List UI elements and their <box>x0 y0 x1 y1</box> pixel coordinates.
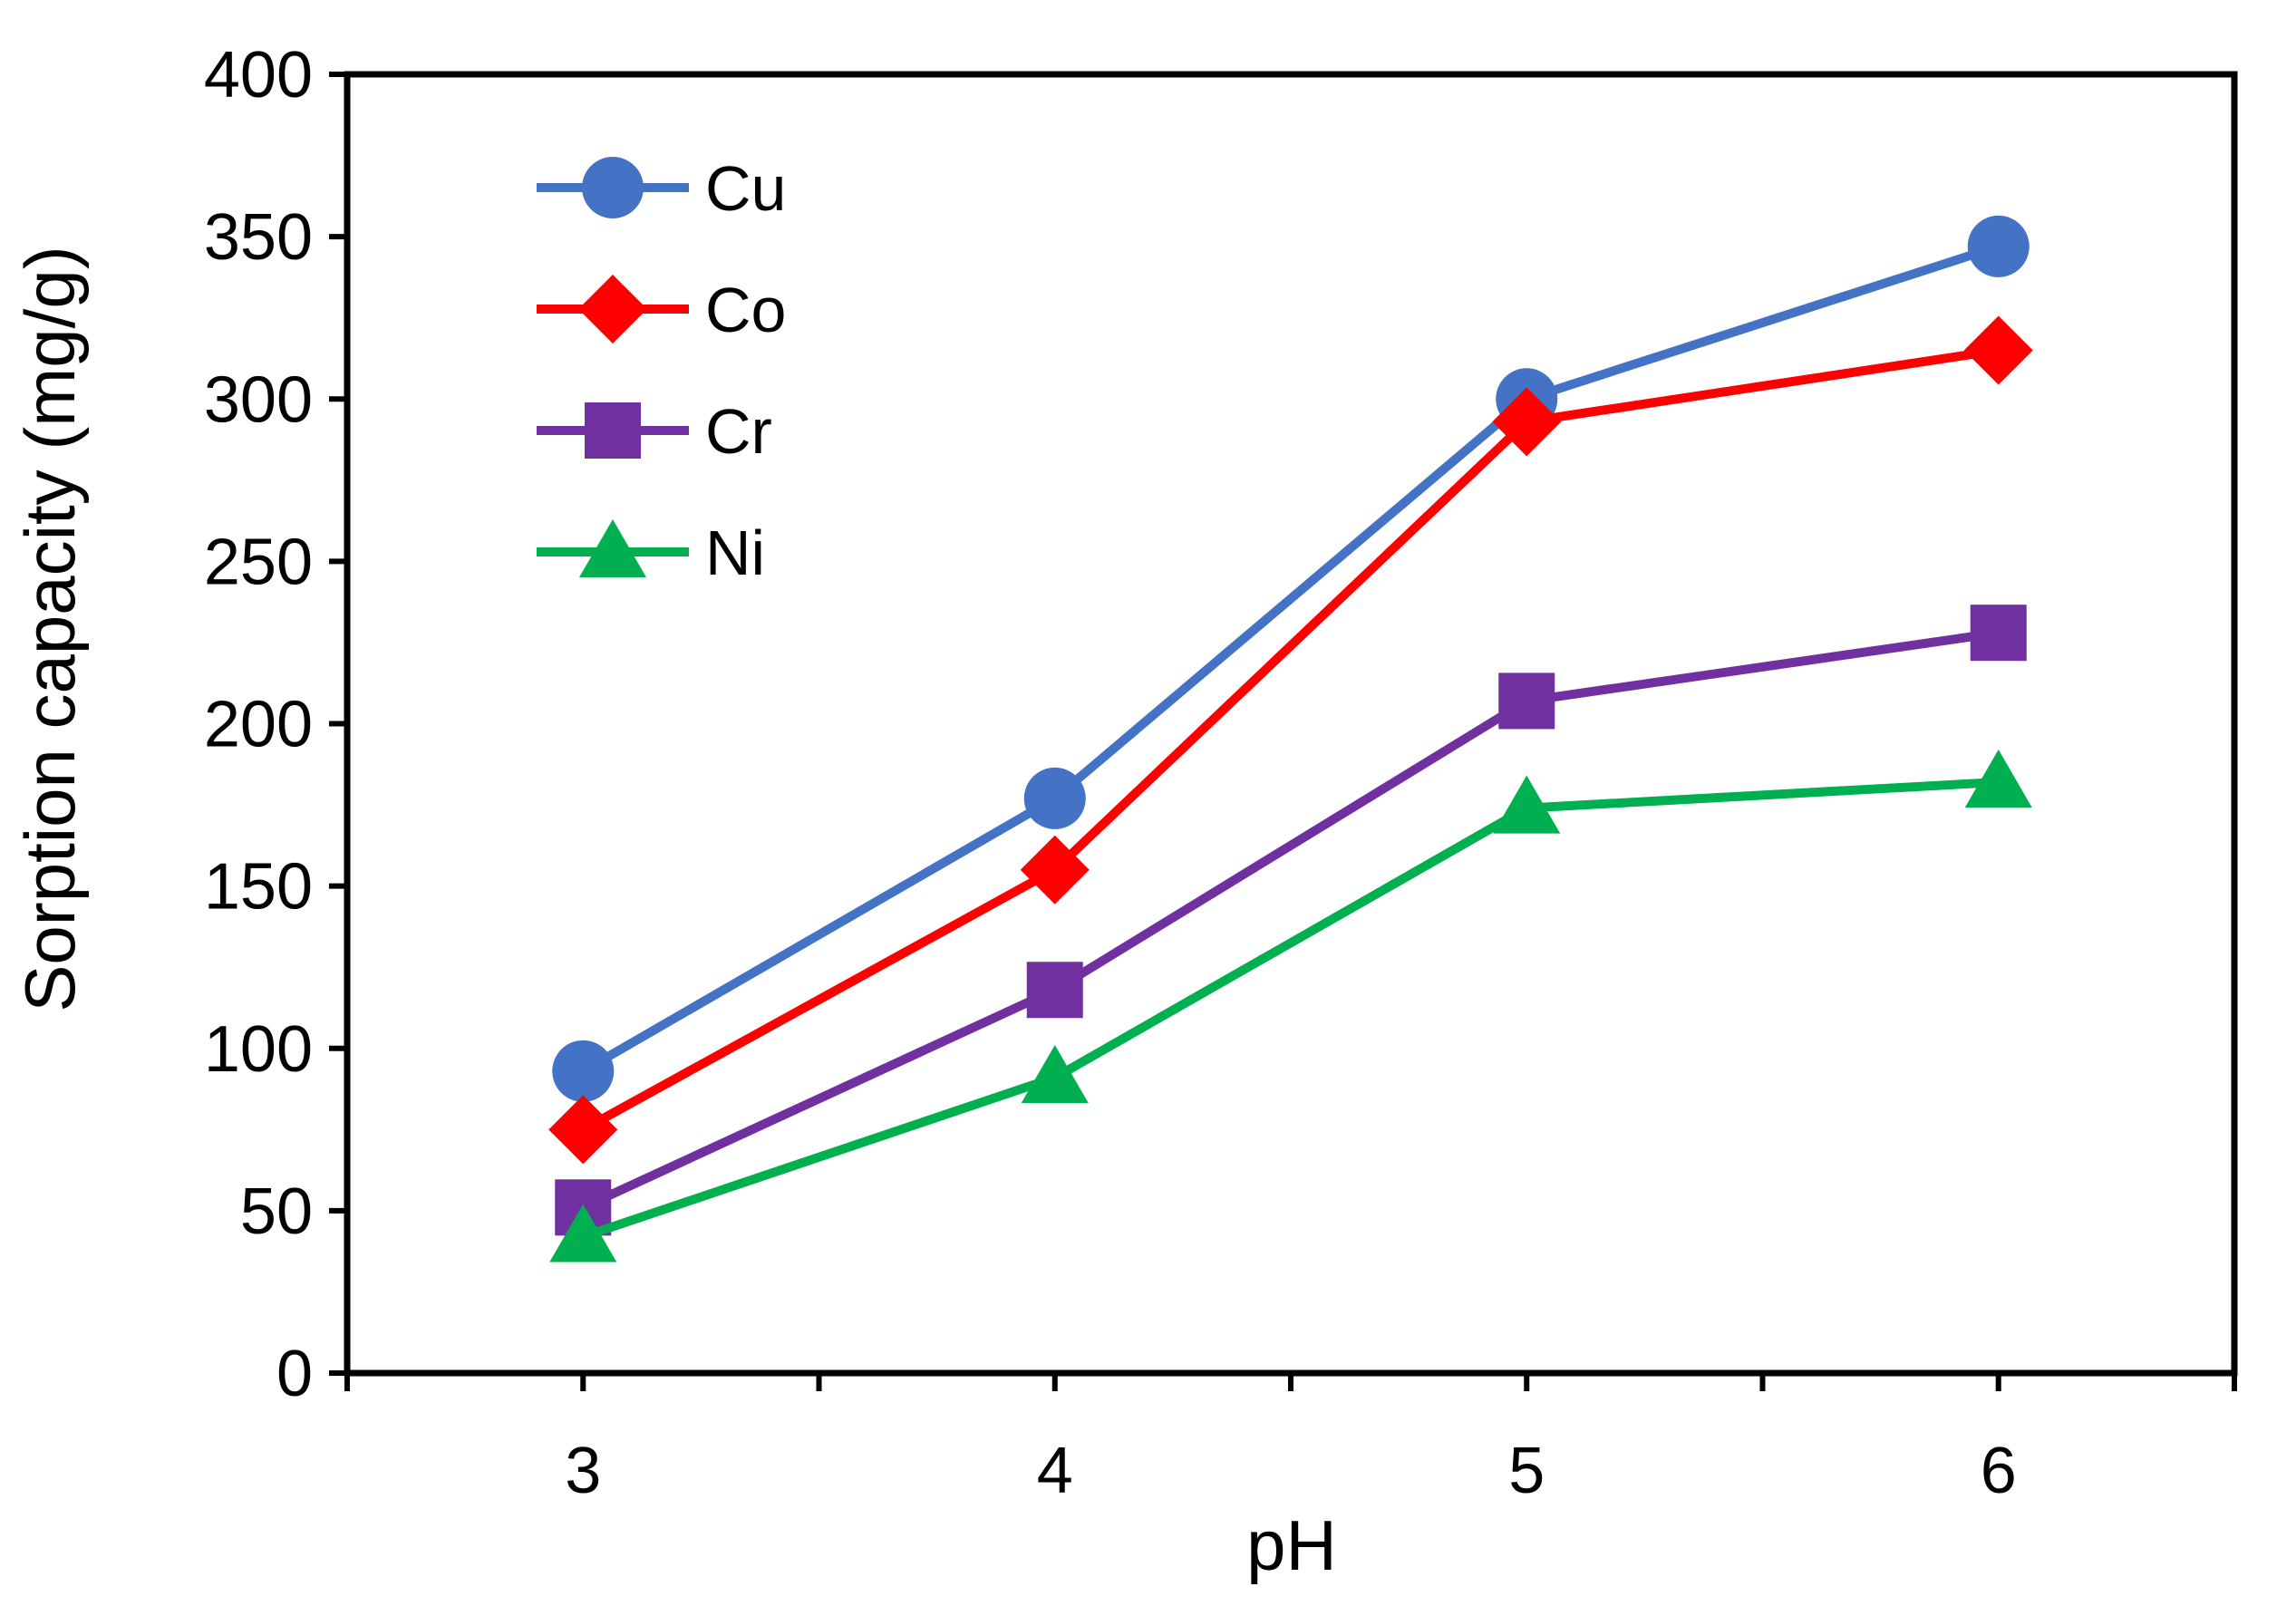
series-ni <box>549 749 2032 1263</box>
x-axis: 3 4 5 6 <box>344 1373 2237 1507</box>
data-point-co <box>548 1095 618 1165</box>
y-tick-label: 200 <box>204 689 313 761</box>
legend-label-ni: Ni <box>705 518 765 588</box>
data-point-ni <box>1964 749 2032 808</box>
legend-label-cr: Cr <box>705 396 772 467</box>
y-tick-label: 250 <box>204 526 313 598</box>
y-tick-label: 150 <box>204 851 313 924</box>
legend-item-ni: Ni <box>537 518 765 588</box>
legend-marker-ni <box>579 519 646 577</box>
series-line-co <box>580 345 2000 1134</box>
x-tick-label: 5 <box>1508 1435 1545 1507</box>
data-point-cr <box>1498 672 1555 730</box>
y-tick-label: 50 <box>240 1175 313 1248</box>
data-point-ni <box>1021 1044 1089 1103</box>
legend-marker-cu <box>582 157 644 218</box>
data-point-ni <box>549 1204 617 1263</box>
y-tick-label: 100 <box>204 1013 313 1086</box>
data-point-co <box>1963 315 2033 385</box>
legend-item-cr: Cr <box>537 396 772 467</box>
data-point-co <box>1492 387 1562 457</box>
series-co <box>548 315 2033 1165</box>
data-point-cr <box>1026 962 1083 1019</box>
legend-marker-co <box>578 275 647 343</box>
legend-item-co: Co <box>537 275 786 345</box>
data-point-cu <box>1023 767 1086 829</box>
series-line-cu <box>580 242 2001 1076</box>
legend-marker-cr <box>585 402 641 459</box>
plot-frame <box>344 71 2238 1377</box>
legend-label-cu: Cu <box>705 153 786 224</box>
y-axis: 0 50 100 150 200 250 300 350 400 <box>204 39 347 1410</box>
series-layer <box>548 215 2033 1263</box>
plot-border <box>344 71 2238 1377</box>
legend: Cu Co Cr Ni <box>537 153 786 588</box>
y-tick-label: 350 <box>204 201 313 274</box>
series-line-cr <box>581 628 2000 1212</box>
y-axis-label: Sorption capacity (mg/g) <box>10 246 90 1011</box>
data-point-cr <box>1970 605 2027 662</box>
data-point-co <box>1020 835 1090 905</box>
series-cr <box>555 605 2027 1236</box>
series-line-ni <box>581 777 2000 1242</box>
x-tick-label: 3 <box>565 1435 601 1507</box>
x-tick-label: 4 <box>1037 1435 1073 1507</box>
legend-item-cu: Cu <box>537 153 786 224</box>
data-point-ni <box>1493 775 1561 834</box>
series-cu <box>552 215 2030 1102</box>
y-tick-label: 400 <box>204 39 313 111</box>
data-point-cu <box>1967 215 2030 277</box>
legend-label-co: Co <box>705 275 786 345</box>
y-tick-label: 300 <box>204 363 313 436</box>
x-tick-label: 6 <box>1981 1435 2017 1507</box>
y-tick-label: 0 <box>276 1338 313 1410</box>
data-point-cu <box>552 1040 615 1102</box>
x-axis-label: pH <box>1246 1505 1337 1585</box>
